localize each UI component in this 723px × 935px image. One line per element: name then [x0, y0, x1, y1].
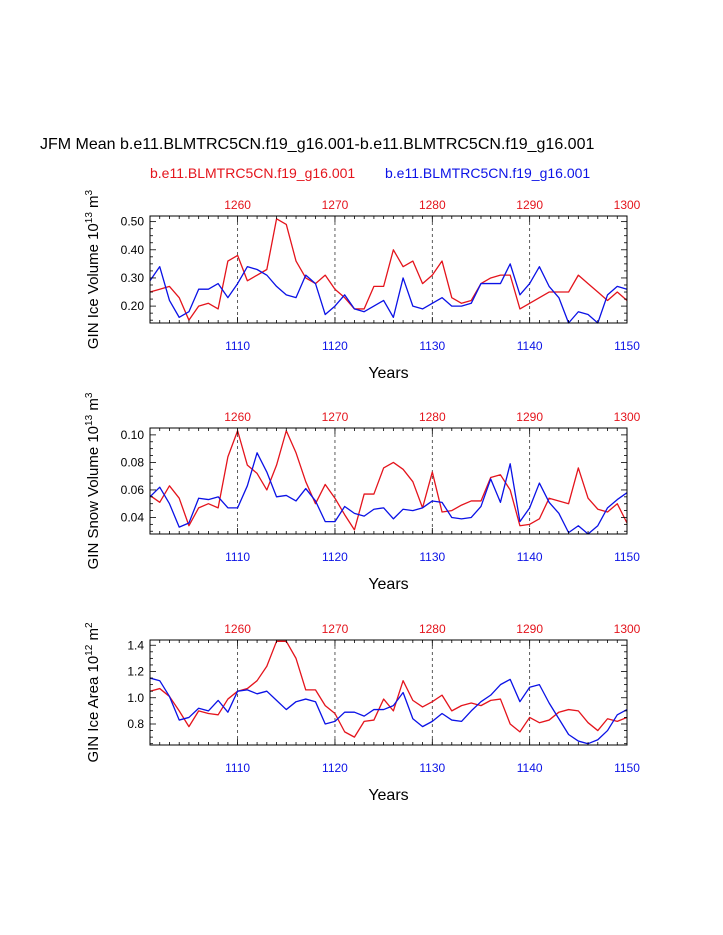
x-bottom-tick-label: 1120	[322, 550, 348, 564]
y-tick-label: 1.4	[127, 638, 144, 652]
y-axis-title-part: m	[85, 398, 102, 415]
series-case-line	[149, 218, 628, 321]
x-bottom-tick-label: 1140	[517, 761, 543, 775]
x-axis-title: Years	[368, 787, 408, 804]
y-axis-title-part: GIN Ice Area 10	[85, 656, 102, 763]
x-axis-title: Years	[368, 365, 408, 382]
x-bottom-tick-label: 1130	[419, 550, 445, 564]
figure-title: JFM Mean b.e11.BLMTRC5CN.f19_g16.001-b.e…	[40, 136, 595, 153]
y-axis-title-superscript: 3	[84, 189, 95, 195]
panel-2: 1110 1120 1130 1140 1150 1260 1270 1280 1290 1300…	[84, 392, 641, 593]
y-axis-title-superscript: 13	[84, 414, 95, 426]
panel-3: 1110 1120 1130 1140 1150 1260 1270 1280 1290 1300…	[84, 622, 641, 804]
plot-frame	[149, 215, 628, 324]
legend-case-label: b.e11.BLMTRC5CN.f19_g16.001	[150, 165, 356, 181]
x-bottom-tick-label: 1120	[322, 761, 348, 775]
y-axis-title: GIN Ice Volume 1013 m3	[84, 189, 102, 349]
x-bottom-tick-label: 1150	[614, 761, 640, 775]
y-tick-label: 0.50	[121, 215, 145, 229]
x-top-tick-label: 1270	[322, 410, 349, 424]
y-tick-label: 1.0	[127, 691, 144, 705]
y-axis-title: GIN Snow Volume 1013 m3	[84, 392, 102, 569]
x-top-tick-label: 1290	[516, 198, 543, 212]
x-top-tick-label: 1300	[614, 622, 641, 636]
series-control-line	[149, 452, 628, 535]
y-tick-label: 1.2	[127, 665, 144, 679]
y-axis-title-part: GIN Snow Volume 10	[85, 426, 102, 569]
x-top-tick-label: 1280	[419, 198, 446, 212]
x-top-tick-label: 1290	[516, 410, 543, 424]
series-control-line	[149, 263, 628, 324]
y-axis-title-part: GIN Ice Volume 10	[85, 223, 102, 349]
x-bottom-tick-label: 1120	[322, 339, 348, 353]
x-bottom-tick-label: 1130	[419, 339, 445, 353]
y-tick-label: 0.06	[121, 483, 145, 497]
y-tick-label: 0.08	[121, 455, 145, 469]
x-top-tick-label: 1300	[614, 410, 641, 424]
x-bottom-tick-label: 1140	[517, 339, 543, 353]
x-top-tick-label: 1260	[224, 198, 251, 212]
y-tick-label: 0.40	[121, 243, 145, 257]
x-bottom-tick-label: 1150	[614, 550, 640, 564]
x-axis-title: Years	[368, 576, 408, 593]
y-axis-title-part: m	[85, 628, 102, 645]
y-tick-label: 0.20	[121, 299, 145, 313]
y-tick-label: 0.04	[121, 510, 145, 524]
panel-1: 1110 1120 1130 1140 1150 1260 1270 1280 1290 1300…	[84, 189, 641, 382]
y-tick-label: 0.30	[121, 271, 145, 285]
x-top-tick-label: 1280	[419, 410, 446, 424]
y-axis-title-superscript: 2	[84, 622, 95, 628]
x-bottom-tick-label: 1110	[225, 761, 250, 775]
x-bottom-tick-label: 1110	[225, 550, 250, 564]
x-top-tick-label: 1260	[224, 622, 251, 636]
y-tick-label: 0.8	[127, 717, 144, 731]
x-top-tick-label: 1280	[419, 622, 446, 636]
series-control-line	[149, 677, 628, 745]
y-axis-title: GIN Ice Area 1012 m2	[84, 622, 102, 763]
x-top-tick-label: 1290	[516, 622, 543, 636]
x-bottom-tick-label: 1130	[419, 761, 445, 775]
plot-frame	[149, 639, 628, 746]
series-case-line	[149, 430, 628, 531]
x-bottom-tick-label: 1110	[225, 339, 250, 353]
x-top-tick-label: 1300	[614, 198, 641, 212]
x-top-tick-label: 1270	[322, 622, 349, 636]
y-tick-label: 0.10	[121, 428, 145, 442]
y-axis-title-superscript: 13	[84, 212, 95, 224]
x-bottom-tick-label: 1150	[614, 339, 640, 353]
x-top-tick-label: 1270	[322, 198, 349, 212]
y-axis-title-superscript: 3	[84, 392, 95, 398]
legend-control-label: b.e11.BLMTRC5CN.f19_g16.001	[385, 165, 591, 181]
series-case-line	[149, 640, 628, 738]
y-axis-title-superscript: 12	[84, 644, 95, 656]
y-axis-title-part: m	[85, 195, 102, 212]
x-bottom-tick-label: 1140	[517, 550, 543, 564]
x-top-tick-label: 1260	[224, 410, 251, 424]
plot-frame	[149, 427, 628, 535]
